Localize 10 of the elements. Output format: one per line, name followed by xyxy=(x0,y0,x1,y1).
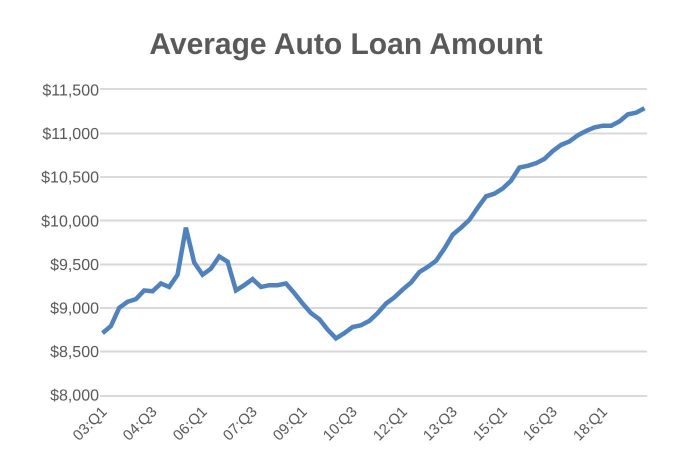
y-tick-label: $11,000 xyxy=(42,126,100,144)
y-tick-label: $8,500 xyxy=(50,344,100,362)
line-series xyxy=(100,106,647,341)
y-tick-label: $10,000 xyxy=(41,213,100,230)
y-tick-label: $9,500 xyxy=(50,256,100,274)
y-tick-label: $11,500 xyxy=(42,82,100,100)
y-tick-label: $8,000 xyxy=(50,388,100,405)
y-tick-label: $10,500 xyxy=(41,170,100,187)
chart-title: Average Auto Loan Amount xyxy=(149,28,543,61)
y-tick-label: $9,000 xyxy=(50,300,100,318)
